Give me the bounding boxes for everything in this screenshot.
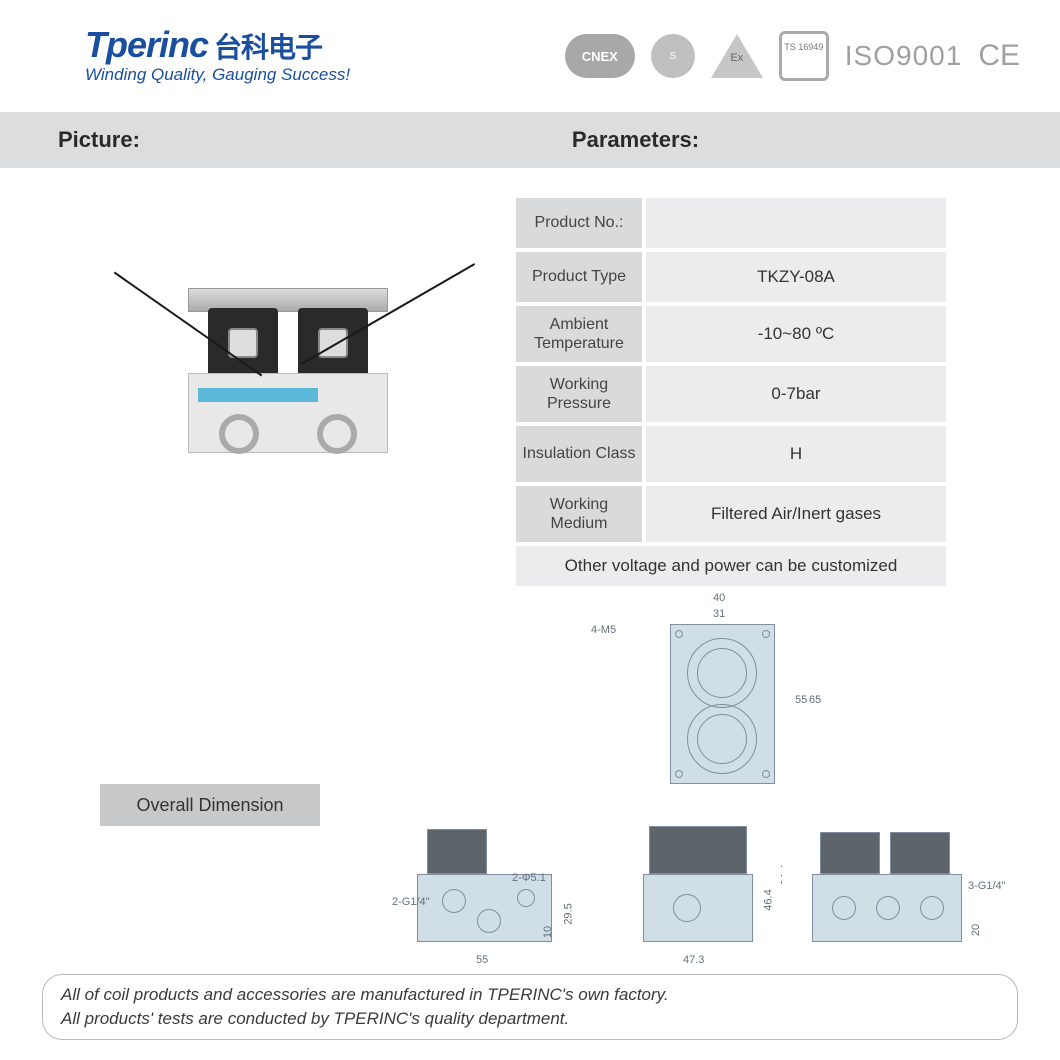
dim-h-outer: 65 (809, 694, 821, 706)
params-table: Product No.: Product Type TKZY-08A Ambie… (516, 198, 946, 586)
valve-illustration (138, 253, 438, 493)
param-label: Ambient Temperature (516, 306, 642, 362)
dim-w-outer: 40 (713, 592, 725, 604)
dim-holes: 4-M5 (591, 624, 616, 636)
param-value: H (646, 426, 946, 482)
dim-w-l: 55 (476, 954, 488, 966)
cert-row: CNEX S Ex TS 16949 ISO9001 CE (565, 31, 1020, 81)
param-value: -10~80 ºC (646, 306, 946, 362)
ce-mark-icon: CE (978, 39, 1020, 73)
tech-drawing-front-mid: 46.4 64.4 47.3 (625, 814, 800, 969)
picture-heading: Picture: (58, 127, 140, 153)
logo-main-row: Tperinc台科电子 (85, 27, 350, 63)
logo-cn: 台科电子 (214, 32, 322, 63)
logo-block: Tperinc台科电子 Winding Quality, Gauging Suc… (85, 27, 350, 85)
ts-badge-label: TS 16949 (779, 43, 829, 53)
footer-note: All of coil products and accessories are… (42, 974, 1018, 1040)
param-note: Other voltage and power can be customize… (516, 546, 946, 586)
dim-ports-r: 3-G1/4" (968, 880, 1006, 892)
tagline: Winding Quality, Gauging Success! (85, 65, 350, 85)
ex-badge-icon: Ex (711, 34, 763, 78)
param-row: Product No.: (516, 198, 946, 248)
tech-drawing-front-right: 3-G1/4" 20 (782, 814, 1017, 969)
ts-badge-icon: TS 16949 (779, 31, 829, 81)
param-label: Insulation Class (516, 426, 642, 482)
header: Tperinc台科电子 Winding Quality, Gauging Suc… (0, 0, 1060, 112)
dim-h2-l: 10 (542, 926, 554, 938)
iso9001-text: ISO9001 (845, 40, 963, 72)
footer-line1: All of coil products and accessories are… (61, 983, 999, 1007)
param-value: Filtered Air/Inert gases (646, 486, 946, 542)
parameters-heading: Parameters: (572, 127, 699, 153)
param-value: TKZY-08A (646, 252, 946, 302)
param-row: Product Type TKZY-08A (516, 252, 946, 302)
dim-holes-l: 2-Φ5.1 (512, 872, 546, 884)
content-row: Product No.: Product Type TKZY-08A Ambie… (0, 168, 1060, 586)
ex-badge-label: Ex (723, 52, 751, 64)
dim-ports-l: 2-G1/4" (392, 896, 430, 908)
overall-dimension-label: Overall Dimension (100, 784, 320, 826)
param-row: Insulation Class H (516, 426, 946, 482)
section-bar: Picture: Parameters: (0, 112, 1060, 168)
tech-drawing-front-left: 2-G1/4" 2-Φ5.1 29.5 10 55 (372, 814, 607, 969)
param-label: Working Medium (516, 486, 642, 542)
s-badge-icon: S (651, 34, 695, 78)
dim-h-r: 20 (970, 924, 982, 936)
param-value: 0-7bar (646, 366, 946, 422)
cnex-badge-icon: CNEX (565, 34, 635, 78)
param-label: Working Pressure (516, 366, 642, 422)
dim-w-m: 47.3 (683, 954, 704, 966)
product-picture (88, 198, 488, 548)
dim-h1-m: 46.4 (763, 889, 775, 910)
logo-text: Tperinc (85, 24, 208, 65)
param-row: Ambient Temperature -10~80 ºC (516, 306, 946, 362)
dimension-area: Overall Dimension 4-M5 40 31 55 65 2-G1/… (0, 594, 1060, 964)
dim-h-inner: 55 (795, 694, 807, 706)
dim-h1-l: 29.5 (563, 903, 575, 924)
dim-w-inner: 31 (713, 608, 725, 620)
tech-drawing-top: 4-M5 40 31 55 65 (635, 594, 810, 799)
param-label: Product Type (516, 252, 642, 302)
param-label: Product No.: (516, 198, 642, 248)
param-row: Working Pressure 0-7bar (516, 366, 946, 422)
footer-line2: All products' tests are conducted by TPE… (61, 1007, 999, 1031)
param-value (646, 198, 946, 248)
param-row: Working Medium Filtered Air/Inert gases (516, 486, 946, 542)
